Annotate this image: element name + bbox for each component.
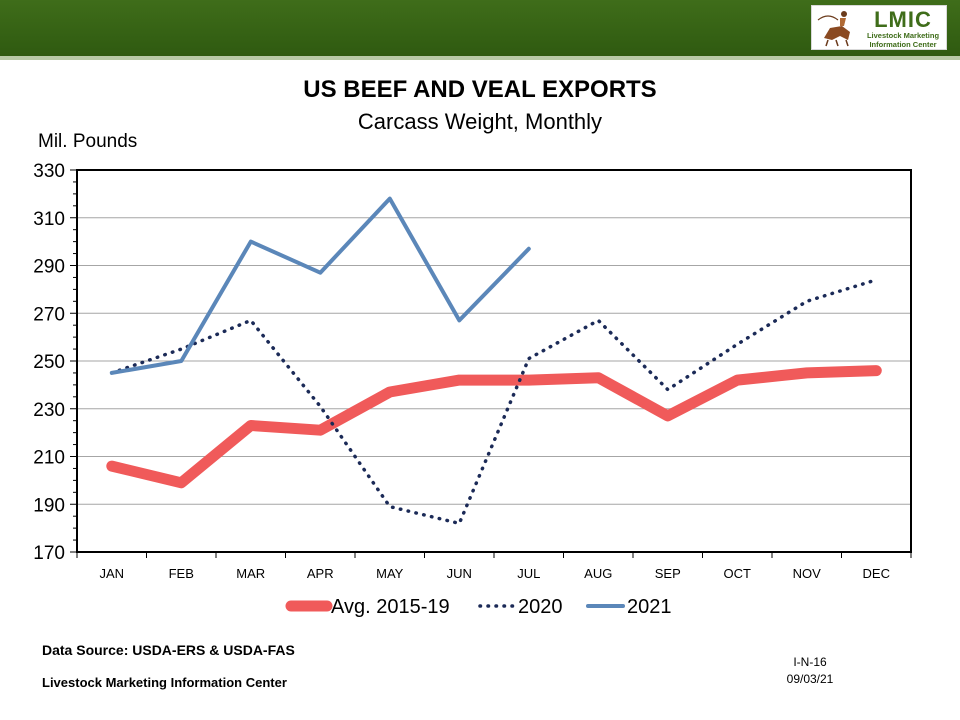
x-tick-label: MAR [236,566,265,581]
data-source: Data Source: USDA-ERS & USDA-FAS [42,642,295,658]
x-tick-label: MAY [376,566,404,581]
header-bar [0,0,960,56]
series-line-avg-2015-19 [106,365,882,489]
x-tick-label: APR [307,566,334,581]
chart-date: 09/03/21 [786,672,834,686]
x-tick-label: SEP [655,566,681,581]
logo-sub-line1: Livestock Marketing [866,31,940,40]
x-tick-label: JUL [517,566,540,581]
y-axis-label: Mil. Pounds [38,131,137,152]
x-tick-label: DEC [863,566,890,581]
cowboy-roping-icon [817,11,850,47]
y-tick-label: 210 [33,448,65,469]
y-tick-label: 250 [33,352,65,373]
y-tick-label: 170 [33,543,65,564]
series-line-2021 [109,196,531,375]
y-tick-label: 290 [33,257,65,278]
x-tick-label: AUG [584,566,612,581]
legend-label: 2021 [627,596,672,618]
chart-title: US BEEF AND VEAL EXPORTS [303,76,657,103]
series-line-2020 [110,278,879,526]
y-tick-label: 310 [33,209,65,230]
x-tick-label: FEB [169,566,194,581]
y-tick-label: 270 [33,304,65,325]
y-tick-label: 230 [33,400,65,421]
x-tick-label: JAN [99,566,124,581]
lmic-logo: LMIC Livestock Marketing Information Cen… [811,5,947,50]
legend-label: 2020 [518,596,563,618]
x-tick-label: JUN [447,566,472,581]
x-tick-label: OCT [724,566,752,581]
legend-label: Avg. 2015-19 [331,596,450,618]
logo-name: LMIC [874,7,932,32]
header-stripe [0,56,960,60]
chart-code: I-N-16 [793,655,827,669]
x-tick-label: NOV [793,566,822,581]
chart-subtitle: Carcass Weight, Monthly [357,109,603,134]
logo-sub-line2: Information Center [869,40,937,49]
plot-border [76,169,912,553]
organization-name: Livestock Marketing Information Center [42,675,287,690]
logo-subtitle: Livestock Marketing Information Center [859,31,947,49]
y-tick-label: 190 [33,495,65,516]
y-tick-label: 330 [33,161,65,182]
